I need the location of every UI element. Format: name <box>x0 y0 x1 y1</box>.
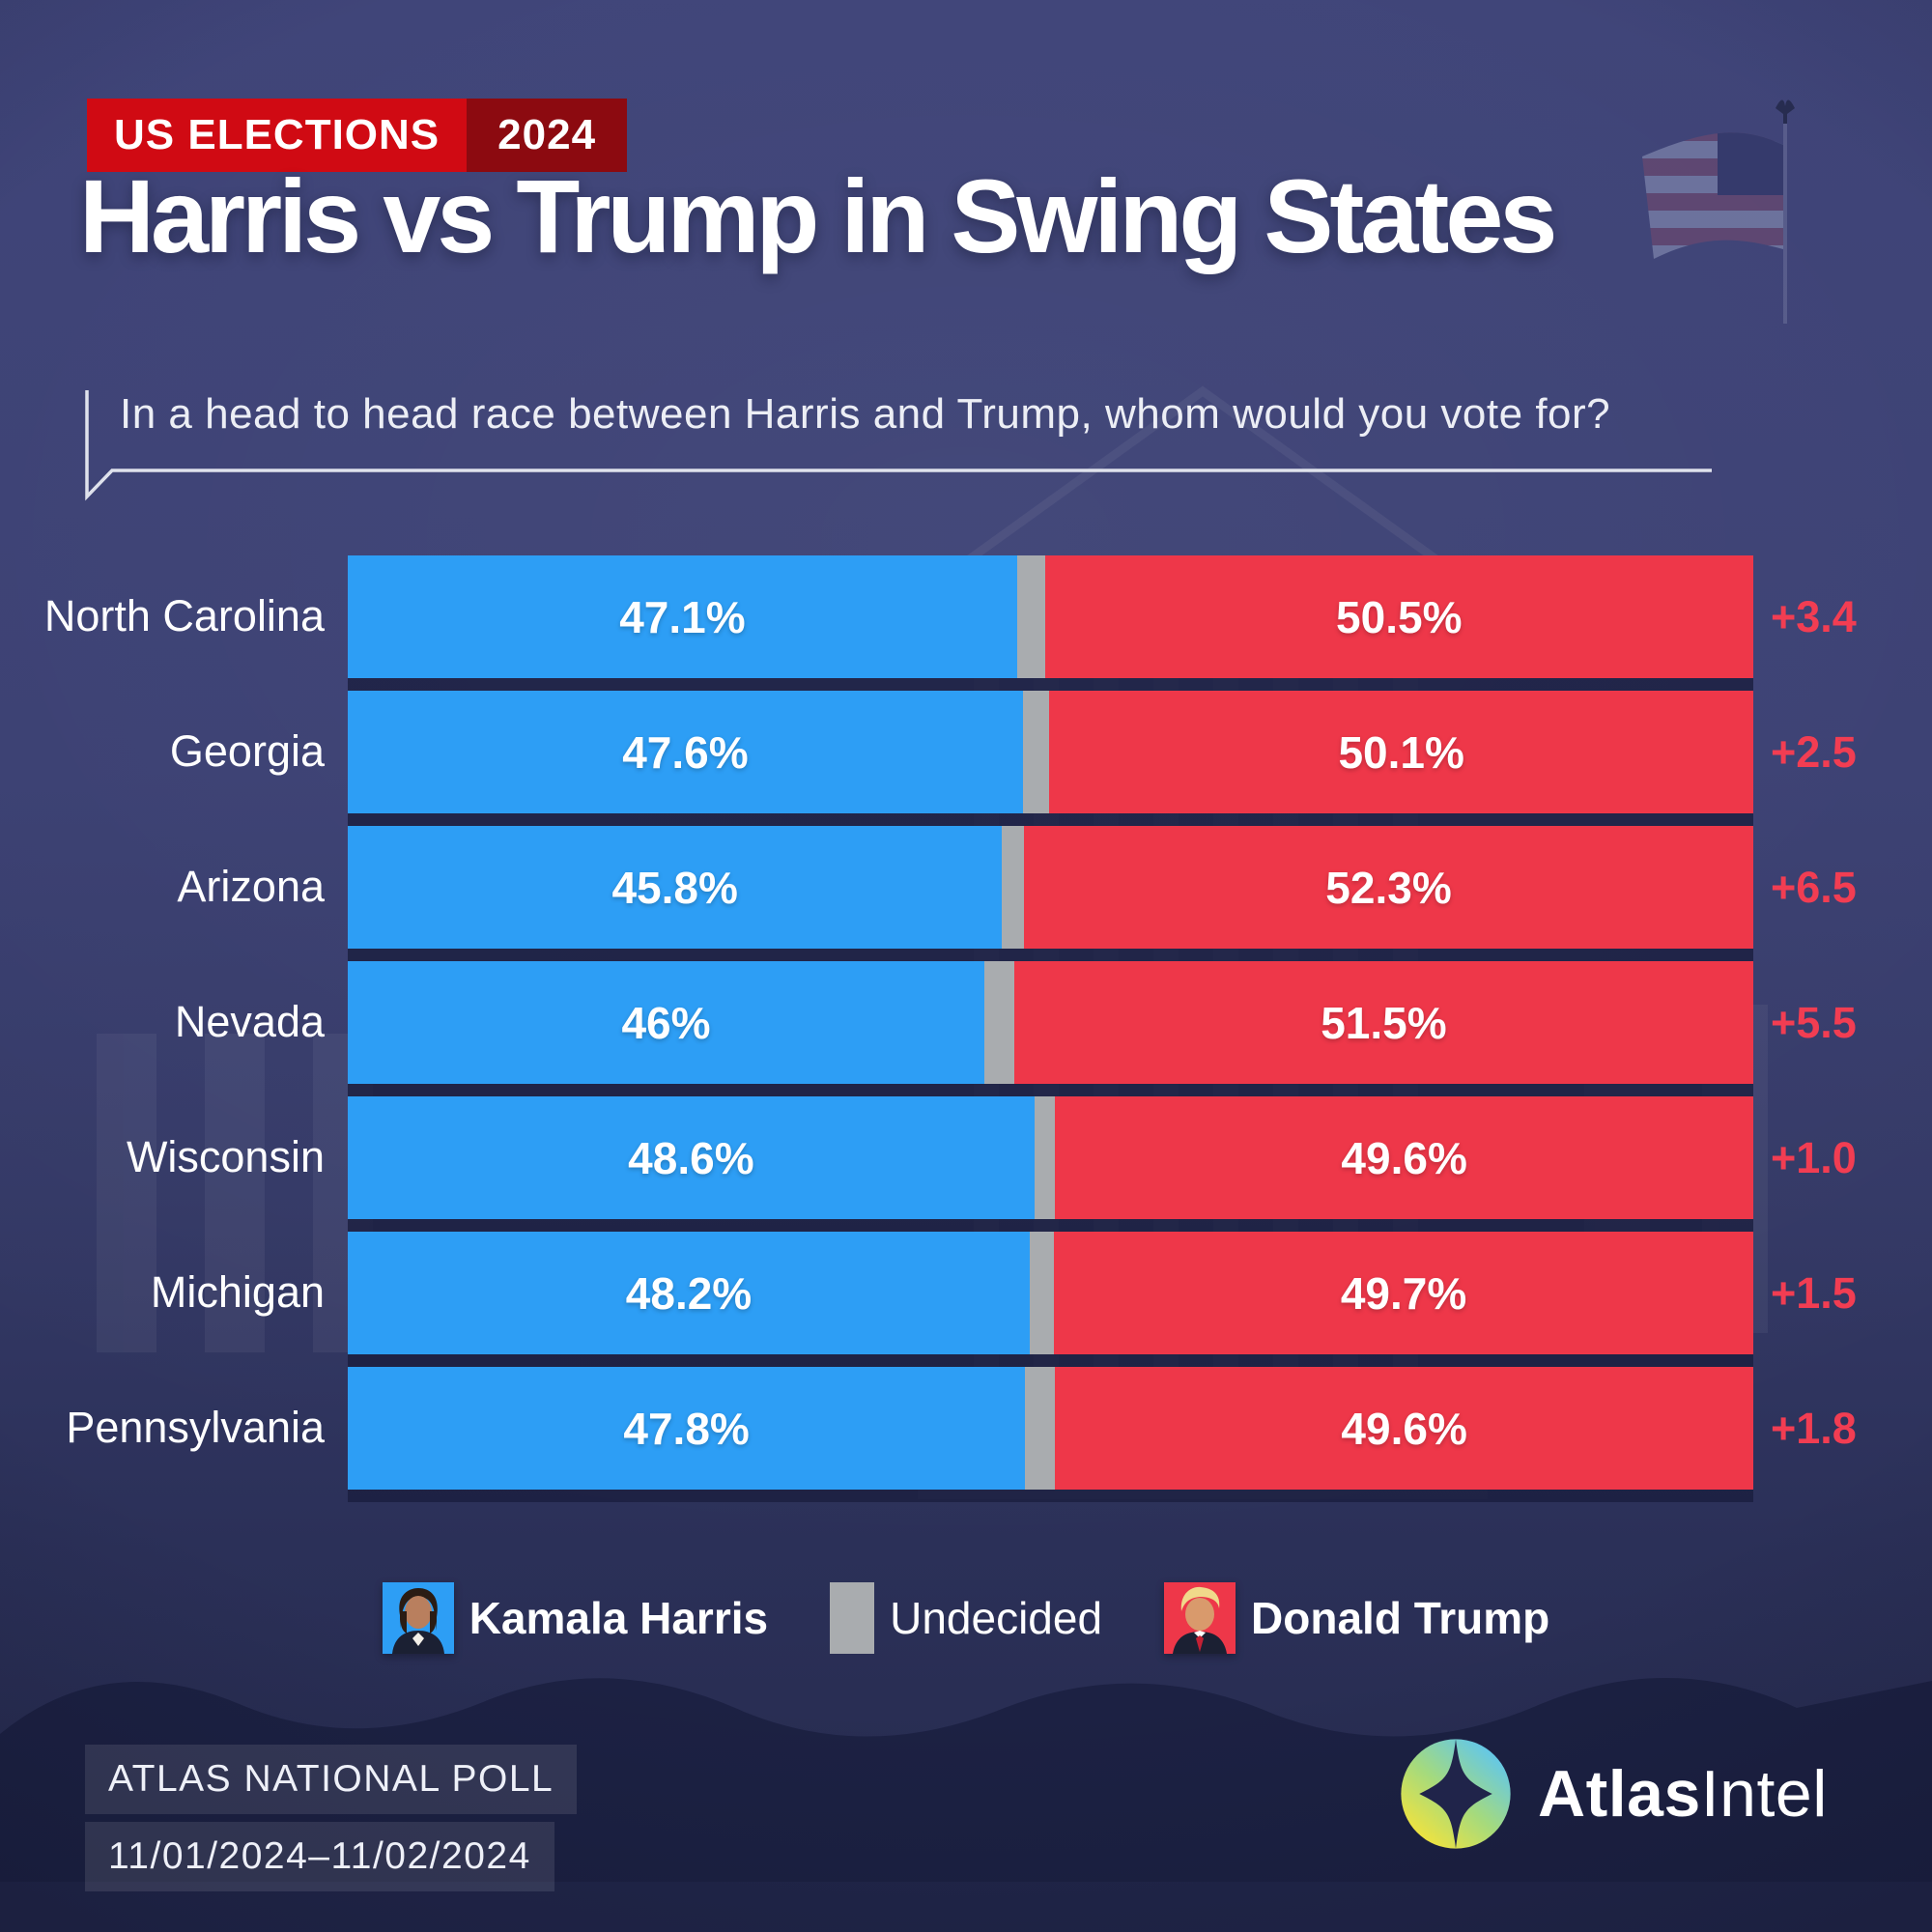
legend-item-kamala-harris: Kamala Harris <box>382 1582 769 1654</box>
bar-group: 47.6% 50.1% <box>348 691 1753 813</box>
chart-rows: North Carolina 47.1% 50.5% +3.4 Georgia 47.6%… <box>0 555 1932 1490</box>
state-label: Michigan <box>150 1267 325 1318</box>
bar-value-label: 50.1% <box>1338 726 1464 778</box>
undecided-bar-segment <box>1025 1367 1056 1490</box>
chart-row: Michigan 48.2% 49.7% +1.5 <box>0 1232 1932 1354</box>
bar-value-label: 47.6% <box>622 726 749 778</box>
donald-trump-bar-segment: 49.6% <box>1055 1096 1753 1219</box>
donald-trump-bar-segment: 50.5% <box>1044 555 1753 678</box>
bar-value-label: 45.8% <box>611 862 738 913</box>
kamala-harris-bar-segment: 48.2% <box>348 1232 1030 1354</box>
legend-label: Kamala Harris <box>469 1593 769 1643</box>
brand-name: AtlasIntel <box>1538 1756 1828 1832</box>
undecided-bar-segment <box>1022 691 1050 813</box>
undecided-bar-segment <box>984 961 1014 1084</box>
trump-lead-label: +1.0 <box>1771 1132 1857 1182</box>
undecided-bar-segment <box>1034 1096 1056 1219</box>
kamala-harris-bar-segment: 47.6% <box>348 691 1023 813</box>
page-title: Harris vs Trump in Swing States <box>79 157 1557 274</box>
trump-lead-label: +1.5 <box>1771 1267 1857 1318</box>
bar-group: 48.6% 49.6% <box>348 1096 1753 1219</box>
kamala-harris-bar-segment: 46% <box>348 961 985 1084</box>
trump-lead-label: +6.5 <box>1771 862 1857 912</box>
chart: North Carolina 47.1% 50.5% +3.4 Georgia 47.6%… <box>0 555 1932 1502</box>
atlasintel-logo-icon <box>1401 1739 1511 1849</box>
donald-trump-bar-segment: 51.5% <box>1013 961 1753 1084</box>
donald-trump-bar-segment: 49.6% <box>1055 1367 1753 1490</box>
trump-lead-label: +1.8 <box>1771 1403 1857 1453</box>
donald-trump-bar-segment: 50.1% <box>1049 691 1753 813</box>
poll-dates: 11/01/2024–11/02/2024 <box>85 1822 554 1891</box>
poll-name: ATLAS NATIONAL POLL <box>85 1745 578 1814</box>
bar-value-label: 49.7% <box>1340 1267 1467 1319</box>
bar-group: 47.8% 49.6% <box>348 1367 1753 1490</box>
eagle-finial-icon <box>1776 99 1795 124</box>
brand-name-bold: Atlas <box>1538 1757 1701 1831</box>
brand-name-regular: Intel <box>1700 1757 1828 1831</box>
flag-stripes <box>1642 132 1783 259</box>
chart-row: North Carolina 47.1% 50.5% +3.4 <box>0 555 1932 678</box>
kamala-harris-bar-segment: 47.8% <box>348 1367 1026 1490</box>
bar-value-label: 52.3% <box>1325 862 1452 913</box>
kamala-harris-bar-segment: 47.1% <box>348 555 1017 678</box>
state-label: Wisconsin <box>126 1132 325 1182</box>
flag-canton <box>1718 132 1783 195</box>
trump-lead-label: +3.4 <box>1771 591 1857 641</box>
chart-row: Nevada 46% 51.5% +5.5 <box>0 961 1932 1084</box>
badge-year: 2024 <box>467 99 628 172</box>
bar-value-label: 47.1% <box>619 591 746 642</box>
state-label: Arizona <box>177 862 325 912</box>
chart-row: Georgia 47.6% 50.1% +2.5 <box>0 691 1932 813</box>
lawn <box>0 1882 1932 1932</box>
trump-photo-icon <box>1164 1582 1236 1654</box>
kamala-harris-bar-segment: 48.6% <box>348 1096 1035 1219</box>
bar-value-label: 50.5% <box>1336 591 1463 642</box>
quote-outline <box>85 390 1712 501</box>
state-label: Nevada <box>174 997 325 1047</box>
badge: US ELECTIONS 2024 <box>87 99 628 172</box>
undecided-bar-segment <box>1002 826 1025 949</box>
legend: Kamala Harris Undecided Donald Trump <box>0 1582 1932 1654</box>
subtitle: In a head to head race between Harris an… <box>120 390 1611 438</box>
undecided-swatch <box>830 1582 875 1654</box>
state-label: Georgia <box>169 726 325 777</box>
badge-label: US ELECTIONS <box>87 99 468 172</box>
compass-star-icon <box>1419 1739 1492 1849</box>
state-label: North Carolina <box>43 591 325 641</box>
bar-value-label: 48.2% <box>625 1267 753 1319</box>
kamala-harris-bar-segment: 45.8% <box>348 826 1003 949</box>
donald-trump-bar-segment: 52.3% <box>1024 826 1753 949</box>
legend-label: Donald Trump <box>1251 1593 1550 1643</box>
donald-trump-bar-segment: 49.7% <box>1054 1232 1753 1354</box>
undecided-bar-segment <box>1030 1232 1055 1354</box>
bar-group: 46% 51.5% <box>348 961 1753 1084</box>
bar-group: 47.1% 50.5% <box>348 555 1753 678</box>
bar-value-label: 49.6% <box>1341 1403 1467 1454</box>
chart-row: Pennsylvania 47.8% 49.6% +1.8 <box>0 1367 1932 1490</box>
chart-row: Wisconsin 48.6% 49.6% +1.0 <box>0 1096 1932 1219</box>
brand-logo: AtlasIntel <box>1399 1737 1828 1851</box>
us-flag <box>1642 99 1795 324</box>
harris-photo-icon <box>382 1582 454 1654</box>
chart-row: Arizona 45.8% 52.3% +6.5 <box>0 826 1932 949</box>
state-label: Pennsylvania <box>66 1403 325 1453</box>
bar-value-label: 51.5% <box>1321 997 1447 1048</box>
bar-value-label: 47.8% <box>623 1403 750 1454</box>
bar-value-label: 48.6% <box>628 1132 754 1183</box>
legend-item-undecided: Undecided <box>830 1582 1102 1654</box>
bar-group: 48.2% 49.7% <box>348 1232 1753 1354</box>
legend-label: Undecided <box>890 1593 1103 1643</box>
bar-group: 45.8% 52.3% <box>348 826 1753 949</box>
trump-lead-label: +5.5 <box>1771 997 1857 1047</box>
trump-lead-label: +2.5 <box>1771 726 1857 777</box>
bar-value-label: 49.6% <box>1341 1132 1467 1183</box>
undecided-bar-segment <box>1016 555 1045 678</box>
poll-info: ATLAS NATIONAL POLL 11/01/2024–11/02/202… <box>85 1745 578 1899</box>
legend-item-donald-trump: Donald Trump <box>1164 1582 1549 1654</box>
bar-value-label: 46% <box>621 997 711 1048</box>
